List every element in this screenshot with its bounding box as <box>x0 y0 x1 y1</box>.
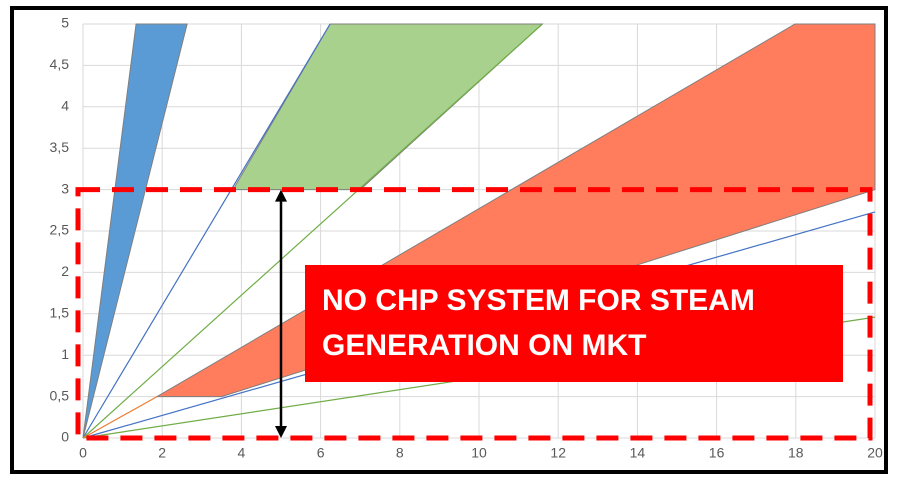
x-tick-label: 8 <box>396 445 404 461</box>
annotation-box <box>305 265 843 382</box>
x-tick-label: 6 <box>317 445 325 461</box>
y-tick-label: 3 <box>61 180 69 196</box>
y-tick-label: 3,5 <box>50 139 70 155</box>
line <box>82 396 158 439</box>
line <box>82 23 543 439</box>
x-tick-label: 2 <box>158 445 166 461</box>
annotation: NO CHP SYSTEM FOR STEAM <box>322 284 755 317</box>
y-tick-label: 4,5 <box>50 56 70 72</box>
x-tick-label: 20 <box>867 445 883 461</box>
arrow-head <box>275 426 287 438</box>
x-tick-label: 10 <box>471 445 487 461</box>
x-tick-label: 16 <box>709 445 725 461</box>
frame <box>10 6 888 474</box>
x-tick-label: 4 <box>238 445 246 461</box>
x-tick-label: 18 <box>788 445 804 461</box>
x-tick-label: 14 <box>630 445 646 461</box>
x-tick-label: 0 <box>79 445 87 461</box>
y-tick-label: 1 <box>61 346 69 362</box>
line <box>82 23 331 439</box>
y-tick-label: 2 <box>61 263 69 279</box>
region <box>75 187 873 441</box>
y-tick-label: 0,5 <box>50 387 70 403</box>
y-tick-label: 1,5 <box>50 305 70 321</box>
x-tick-label: 12 <box>550 445 566 461</box>
y-tick-label: 2,5 <box>50 222 70 238</box>
y-tick-label: 4 <box>61 98 69 114</box>
arrow-head <box>275 189 287 202</box>
y-tick-label: 5 <box>61 15 69 31</box>
y-tick-label: 0 <box>61 429 69 445</box>
annotation: GENERATION ON MKT <box>322 329 646 362</box>
area <box>82 23 188 439</box>
